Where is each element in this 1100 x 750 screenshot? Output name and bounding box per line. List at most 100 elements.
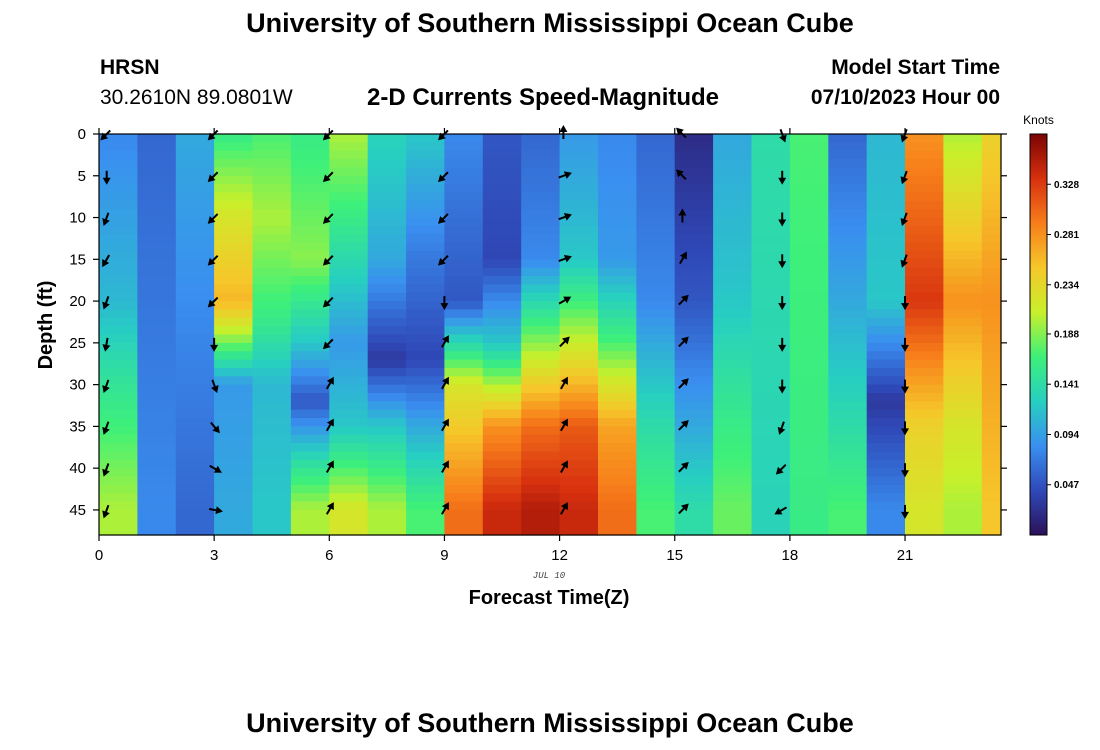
heatmap-cell [828, 367, 868, 377]
heatmap-cell [828, 167, 868, 177]
heatmap-cell [252, 134, 292, 143]
heatmap-cell [329, 351, 369, 361]
heatmap-cell [367, 184, 407, 194]
heatmap-cell [214, 518, 254, 528]
heatmap-cell [521, 484, 561, 494]
heatmap-cell [482, 267, 522, 277]
heatmap-cell [367, 301, 407, 311]
heatmap-cell [559, 276, 599, 285]
heatmap-cell [99, 200, 138, 210]
current-arrow [322, 338, 334, 350]
heatmap-cell [521, 426, 561, 436]
heatmap-cell [214, 276, 254, 285]
heatmap-column [789, 134, 829, 536]
heatmap-cell [598, 418, 637, 427]
heatmap-cell [329, 518, 369, 528]
heatmap-cell [751, 493, 791, 503]
heatmap-cell [559, 184, 599, 194]
heatmap-cell [252, 234, 292, 244]
y-tick-label: 35 [69, 418, 86, 435]
current-arrow [211, 379, 219, 394]
heatmap-cell [713, 443, 753, 453]
heatmap-cell [981, 225, 1002, 235]
heatmap-cell [828, 292, 868, 302]
heatmap-cell [521, 418, 561, 427]
arrow-head [680, 336, 689, 345]
current-arrow [558, 213, 572, 221]
arrow-head [102, 301, 110, 310]
heatmap-cell [828, 476, 868, 486]
heatmap-cell [99, 518, 138, 528]
current-arrow [678, 294, 689, 306]
arrow-head [900, 134, 909, 143]
heatmap-cell [367, 150, 407, 160]
heatmap-cell [329, 526, 369, 536]
heatmap-cell [866, 526, 906, 536]
heatmap-cell [521, 334, 561, 344]
heatmap-column [828, 134, 868, 536]
heatmap-cell [789, 367, 829, 377]
heatmap-cell [943, 484, 983, 494]
current-arrow [678, 503, 689, 515]
current-arrow [207, 296, 219, 308]
heatmap-cell [406, 326, 446, 336]
heatmap-cell [406, 267, 446, 277]
heatmap-cell [482, 342, 522, 352]
heatmap-cell [981, 184, 1002, 194]
heatmap-cell [252, 242, 292, 252]
heatmap-cell [175, 359, 215, 369]
heatmap-cell [290, 459, 330, 469]
heatmap-cell [559, 167, 599, 177]
heatmap-cell [866, 459, 906, 469]
heatmap-cell [252, 259, 292, 269]
heatmap-cell [828, 142, 868, 152]
current-arrow [778, 337, 787, 352]
heatmap-cell [99, 150, 138, 160]
current-arrow [558, 296, 572, 305]
heatmap-cell [214, 493, 254, 503]
current-arrow [901, 337, 909, 352]
heatmap-cell [789, 501, 829, 511]
heatmap-cell [559, 234, 599, 244]
heatmap-cell [406, 351, 446, 361]
heatmap-cell [943, 426, 983, 436]
heatmap-cell [713, 159, 753, 169]
arrow-head [100, 132, 109, 141]
heatmap-cell [99, 192, 138, 202]
heatmap-cell [789, 267, 829, 277]
heatmap-cell [636, 276, 676, 285]
heatmap-cell [713, 468, 753, 478]
arrow-head [326, 376, 334, 385]
heatmap-cell [406, 468, 446, 478]
heatmap-cell [636, 150, 676, 160]
heatmap-cell [482, 393, 522, 402]
heatmap-cell [751, 175, 791, 185]
heatmap-cell [598, 359, 637, 369]
heatmap-cell [137, 401, 177, 411]
heatmap-cell [751, 292, 791, 302]
heatmap-cell [482, 501, 522, 511]
heatmap-cell [751, 142, 791, 152]
heatmap-cell [175, 451, 215, 461]
heatmap-cell [214, 451, 254, 461]
current-arrow [778, 379, 787, 394]
heatmap-cell [175, 509, 215, 519]
heatmap-cell [674, 393, 714, 402]
heatmap-cell [290, 326, 330, 336]
current-arrow [438, 213, 449, 224]
heatmap-cell [482, 384, 522, 394]
heatmap-cell [828, 309, 868, 319]
heatmap-cell [521, 493, 561, 503]
heatmap-cell [751, 284, 791, 294]
heatmap-cell [252, 292, 292, 302]
heatmap-cell [367, 217, 407, 227]
heatmap-cell [406, 409, 446, 419]
heatmap [99, 134, 1002, 536]
heatmap-cell [598, 301, 637, 311]
heatmap-cell [713, 209, 753, 219]
y-tick-label: 15 [69, 251, 86, 268]
heatmap-cell [674, 284, 714, 294]
heatmap-cell [367, 443, 407, 453]
heatmap-cell [406, 150, 446, 160]
heatmap-cell [636, 526, 676, 536]
